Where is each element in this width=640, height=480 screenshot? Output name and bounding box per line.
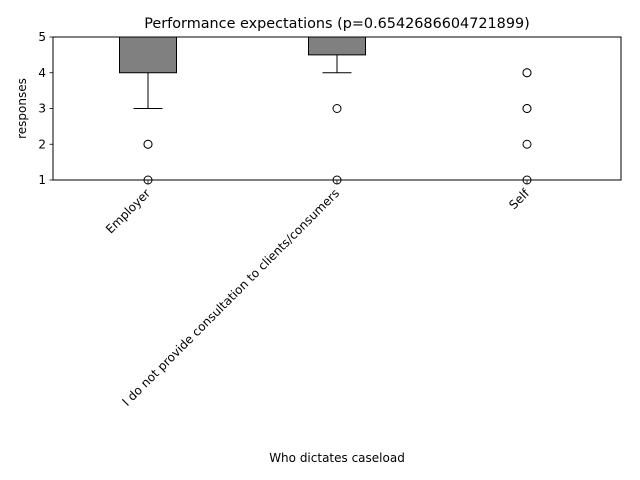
outlier-point <box>522 139 532 149</box>
x-tick-label: Employer <box>103 186 153 236</box>
outlier-point <box>332 104 342 113</box>
outlier-point <box>522 104 532 113</box>
x-tick-label: Self <box>506 186 532 212</box>
box-iqr <box>308 36 366 56</box>
y-axis-label: responses <box>15 78 29 139</box>
chart-title: Performance expectations (p=0.6542686604… <box>144 16 530 32</box>
y-tick-label: 2 <box>38 137 46 151</box>
y-tick-label: 1 <box>38 173 46 187</box>
x-tick-label: I do not provide consultation to clients… <box>119 186 342 409</box>
x-axis-label: Who dictates caseload <box>269 451 405 465</box>
plot-area <box>119 36 556 185</box>
y-tick-label: 3 <box>38 102 46 116</box>
y-tick-label: 5 <box>38 30 46 44</box>
outlier-point <box>143 139 153 149</box>
y-axis: 1 2 3 4 5 <box>38 30 53 187</box>
box-iqr <box>119 36 177 74</box>
y-tick-label: 4 <box>38 66 46 80</box>
outlier-point <box>522 68 532 78</box>
